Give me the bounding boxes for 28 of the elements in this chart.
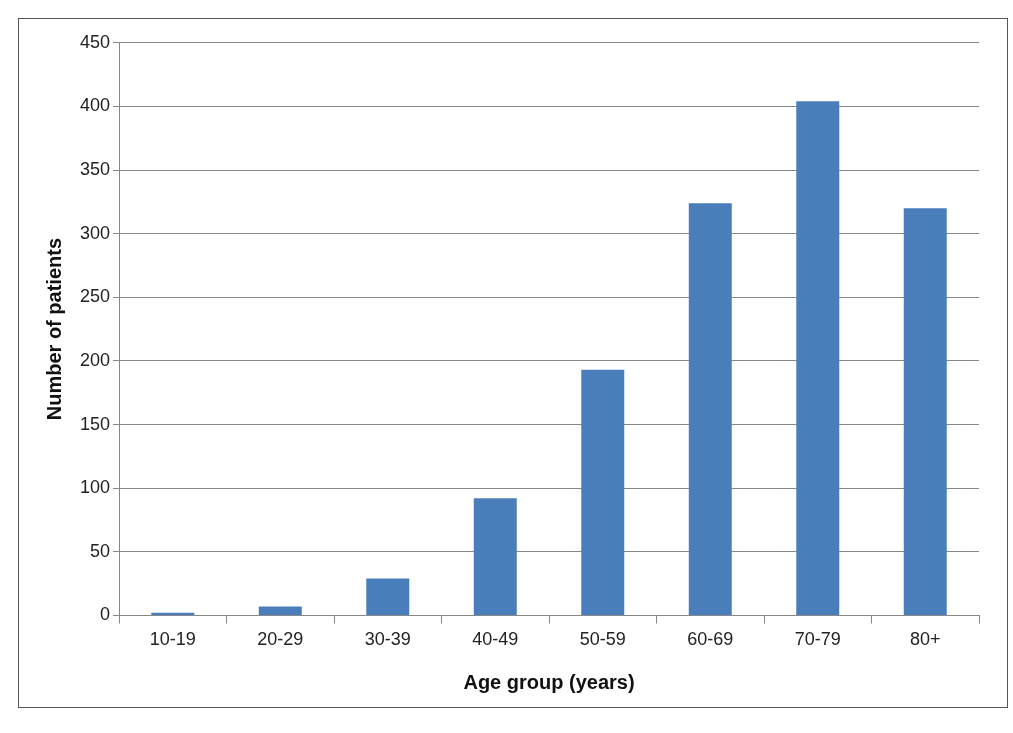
x-tick-label: 40-49: [472, 629, 519, 650]
bar: [796, 101, 840, 615]
bar: [581, 369, 625, 615]
bar: [903, 208, 947, 615]
bar: [688, 203, 732, 615]
y-tick-label: 150: [79, 413, 111, 434]
bar: [473, 498, 517, 615]
x-tick-label: 50-59: [579, 629, 626, 650]
y-tick-label: 200: [79, 349, 111, 370]
x-tick-label: 20-29: [257, 629, 304, 650]
bar: [151, 612, 195, 615]
x-axis-title: Age group (years): [463, 670, 635, 693]
x-tick-label: 70-79: [794, 629, 841, 650]
y-tick-label: 250: [79, 286, 111, 307]
x-tick-label: 30-39: [364, 629, 411, 650]
y-tick-label: 0: [100, 604, 111, 625]
y-tick-label: 300: [79, 222, 111, 243]
y-tick-label: 400: [79, 95, 111, 116]
x-tick-label: 60-69: [687, 629, 734, 650]
x-tick-label: 80+: [909, 629, 941, 650]
bar: [258, 606, 302, 615]
y-tick-label: 50: [90, 540, 111, 561]
y-tick-label: 450: [79, 31, 111, 52]
y-axis-title: Number of patients: [42, 237, 65, 421]
x-tick-label: 10-19: [149, 629, 196, 650]
bar: [366, 578, 410, 615]
y-tick-label: 100: [79, 477, 111, 498]
y-tick-label: 350: [79, 159, 111, 180]
